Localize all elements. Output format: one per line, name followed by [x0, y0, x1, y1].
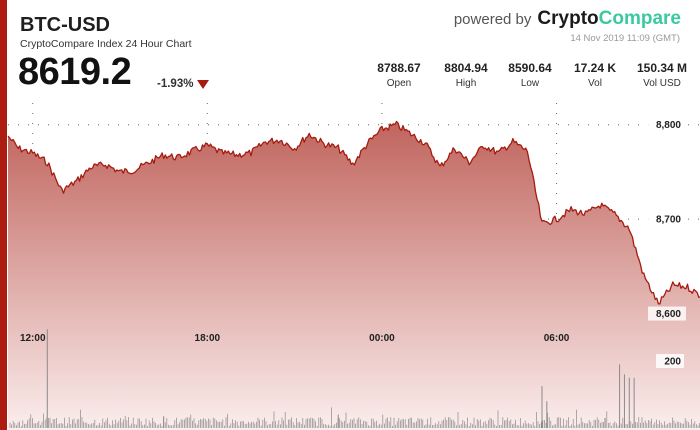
stat-value: 150.34 M — [636, 61, 688, 75]
stat-high: 8804.94 High — [439, 61, 493, 89]
timestamp: 14 Nov 2019 11:09 (GMT) — [570, 33, 680, 44]
volume-tick-backdrop — [656, 354, 684, 368]
stat-low: 8590.64 Low — [505, 61, 555, 89]
x-tick-label: 18:00 — [195, 333, 221, 344]
stat-value: 8804.94 — [444, 61, 488, 75]
powered-by: powered by CryptoCompare — [454, 8, 681, 30]
stat-value: 8788.67 — [377, 61, 421, 75]
pair-title: BTC-USD — [20, 14, 110, 36]
y-tick-label: 8,700 — [656, 215, 681, 226]
stat-label: Vol USD — [643, 78, 681, 89]
stat-value: 8590.64 — [508, 61, 552, 75]
stat-label: Vol — [588, 78, 602, 89]
stat-value: 17.24 K — [573, 61, 617, 75]
stat-label: Low — [520, 78, 540, 89]
y-tick-backdrop — [648, 212, 686, 227]
x-tick-label: 06:00 — [544, 333, 570, 344]
accent-bar — [0, 0, 7, 430]
current-price: 8619.2 — [18, 51, 132, 93]
price-area — [8, 121, 700, 430]
brand-logo-crypto[interactable]: Crypto — [537, 8, 599, 29]
stat-open: 8788.67 Open — [374, 61, 424, 89]
y-tick-backdrop — [648, 306, 686, 321]
stat-label: Open — [386, 78, 412, 89]
y-tick-label: 8,800 — [656, 120, 681, 131]
y-tick-backdrop — [648, 117, 686, 132]
x-tick-label: 12:00 — [20, 333, 46, 344]
powered-by-label: powered by — [453, 11, 532, 28]
stat-label: High — [455, 78, 477, 89]
brand-logo-compare[interactable]: Compare — [598, 8, 681, 29]
chart-subtitle: CryptoCompare Index 24 Hour Chart — [20, 38, 192, 50]
price-change: -1.93% — [157, 78, 194, 90]
price-line — [7, 120, 700, 305]
y-tick-label: 8,600 — [656, 309, 681, 320]
stat-vol-usd: 150.34 M Vol USD — [632, 61, 692, 89]
volume-tick-label: 200 — [664, 357, 681, 368]
down-arrow-icon — [197, 80, 209, 89]
stat-vol: 17.24 K Vol — [569, 61, 621, 89]
x-tick-label: 00:00 — [369, 333, 395, 344]
